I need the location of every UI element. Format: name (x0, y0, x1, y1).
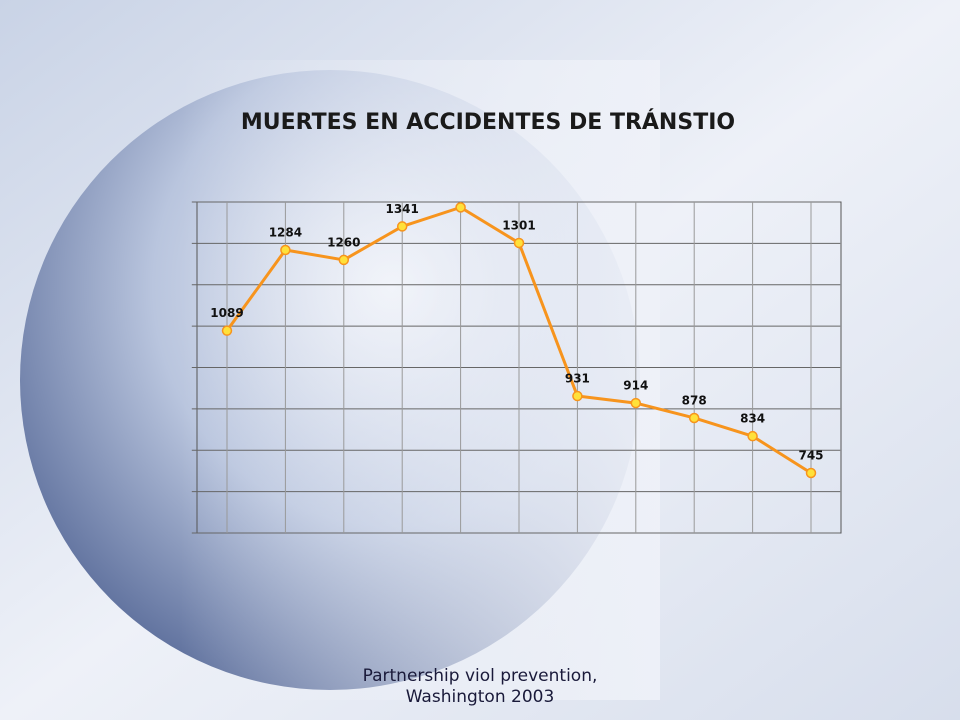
data-label: 745 (798, 449, 823, 463)
data-point (221, 325, 233, 336)
data-label: 834 (740, 412, 765, 426)
data-label: 1341 (385, 202, 418, 216)
globe-fade (180, 60, 660, 700)
data-label: 914 (623, 379, 648, 393)
data-point (396, 221, 408, 232)
data-label: 878 (682, 393, 707, 407)
footer-line: Washington 2003 (406, 687, 555, 707)
data-label: 1089 (210, 306, 243, 320)
data-label: 1301 (502, 218, 535, 232)
data-label: 931 (565, 372, 590, 386)
data-point (338, 254, 350, 266)
data-point (455, 202, 466, 213)
data-point (572, 390, 583, 402)
data-point (280, 244, 291, 256)
data-label: 1284 (269, 225, 302, 239)
data-point (805, 467, 817, 479)
chart-title: MUERTES EN ACCIDENTES DE TRÁNSTIO (241, 109, 735, 135)
data-point (513, 237, 525, 249)
data-label: 1260 (327, 235, 360, 249)
footer-line: Partnership viol prevention, (363, 666, 598, 686)
data-point (747, 430, 758, 442)
data-point (688, 412, 700, 424)
data-point (630, 397, 642, 409)
